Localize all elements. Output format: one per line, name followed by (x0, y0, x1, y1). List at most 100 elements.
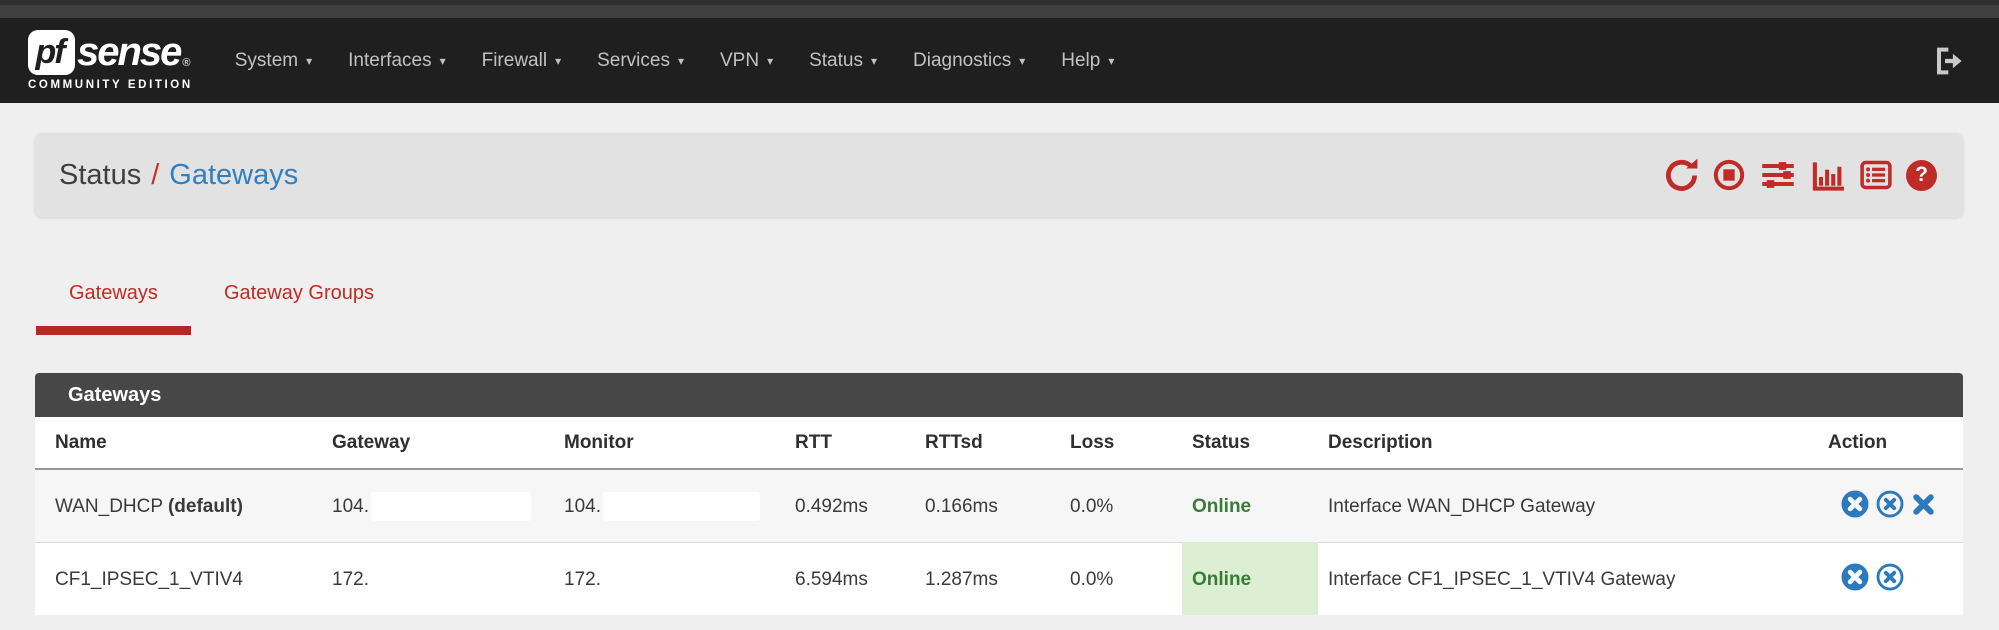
times-circle-solid-icon[interactable] (1840, 489, 1870, 519)
loss-cell: 0.0% (1060, 542, 1182, 615)
nav-item-firewall[interactable]: Firewall ▾ (482, 50, 561, 72)
main-menu: System ▾ Interfaces ▾ Firewall ▾ Services ▾ … (235, 50, 1115, 72)
refresh-button[interactable] (1664, 158, 1699, 193)
settings-button[interactable] (1759, 157, 1797, 193)
navbar-top-strip (0, 0, 1999, 5)
table-row: WAN_DHCP (default) 104. 104. 0.492ms 0.1… (35, 469, 1963, 543)
page-header-bar: Status / Gateways (35, 133, 1963, 217)
nav-item-label: Status (809, 49, 863, 71)
column-header-monitor: Monitor (554, 417, 785, 470)
pf-logo-text: pf (35, 33, 65, 71)
nav-item-vpn[interactable]: VPN ▾ (720, 50, 773, 72)
nav-item-label: Services (597, 49, 670, 71)
sign-out-icon (1937, 47, 1962, 74)
chevron-down-icon: ▾ (767, 53, 774, 68)
gateway-name-cell: CF1_IPSEC_1_VTIV4 (35, 542, 322, 615)
action-cell (1818, 469, 1963, 543)
monitor-address: 104. (564, 496, 601, 517)
chevron-down-icon: ▾ (677, 53, 684, 68)
chevron-down-icon: ▾ (306, 53, 313, 68)
nav-item-diagnostics[interactable]: Diagnostics ▾ (913, 50, 1025, 72)
tab-label: Gateways (69, 282, 158, 304)
breadcrumb-section: Status (59, 158, 142, 191)
pfsense-logo[interactable]: pf sense ® COMMUNITY EDITION (28, 30, 193, 91)
list-icon (1860, 160, 1892, 190)
help-button[interactable]: ? (1906, 159, 1937, 191)
rttsd-cell: 0.166ms (915, 469, 1060, 543)
action-icons (1840, 489, 1937, 519)
chevron-down-icon: ▾ (555, 53, 562, 68)
bar-chart-icon (1812, 161, 1845, 191)
nav-item-label: Help (1061, 49, 1101, 71)
nav-item-label: Firewall (481, 49, 548, 71)
page-toolbar: ? (1664, 157, 1937, 193)
gateway-address: 104. (332, 496, 369, 517)
nav-item-system[interactable]: System ▾ (235, 50, 312, 72)
nav-item-label: Diagnostics (913, 49, 1012, 71)
redacted-value (602, 492, 760, 521)
breadcrumb: Status / Gateways (59, 159, 298, 192)
times-circle-outline-icon[interactable] (1875, 562, 1905, 592)
redacted-value (370, 565, 531, 594)
times-circle-outline-icon[interactable] (1875, 489, 1905, 519)
rttsd-cell: 1.287ms (915, 542, 1060, 615)
monitoring-graphs-button[interactable] (1810, 158, 1846, 193)
gateway-address-cell: 104. (322, 469, 554, 543)
navbar-main: pf sense ® COMMUNITY EDITION System ▾ Int… (0, 18, 1999, 103)
breadcrumb-page[interactable]: Gateways (169, 158, 299, 191)
registered-mark: ® (182, 57, 191, 69)
sense-logo-text: sense (77, 30, 182, 74)
chevron-down-icon: ▾ (1019, 53, 1026, 68)
redacted-value (370, 492, 531, 521)
question-icon: ? (1915, 163, 1928, 186)
column-header-status: Status (1182, 417, 1318, 470)
stop-circle-icon (1713, 159, 1745, 191)
gateway-name: WAN_DHCP (55, 495, 163, 517)
tab-label: Gateway Groups (223, 282, 375, 304)
nav-item-status[interactable]: Status ▾ (809, 50, 877, 72)
tab-bar: Gateways Gateway Groups (36, 217, 1999, 335)
monitor-address-cell: 104. (554, 469, 785, 543)
pfsense-wordmark: pf sense ® (28, 30, 193, 75)
nav-item-label: System (234, 49, 299, 71)
tab-gateways[interactable]: Gateways (36, 281, 191, 335)
top-navbar: pf sense ® COMMUNITY EDITION System ▾ Int… (0, 0, 1999, 103)
times-circle-solid-icon[interactable] (1840, 562, 1870, 592)
gateway-name-cell: WAN_DHCP (default) (35, 469, 322, 543)
pf-logo-mark-icon: pf (28, 30, 75, 75)
redacted-value (602, 565, 760, 594)
loss-cell: 0.0% (1060, 469, 1182, 543)
sliders-icon (1762, 162, 1794, 188)
tab-gateway-groups[interactable]: Gateway Groups (191, 281, 407, 335)
action-icons (1840, 562, 1905, 592)
column-header-gateway: Gateway (322, 417, 554, 470)
nav-item-interfaces[interactable]: Interfaces ▾ (348, 50, 445, 72)
column-header-loss: Loss (1060, 417, 1182, 470)
status-badge: Online (1182, 542, 1318, 615)
navbar-sub-strip (0, 5, 1999, 18)
times-icon[interactable] (1910, 491, 1937, 518)
nav-item-label: Interfaces (348, 49, 432, 71)
action-cell (1818, 542, 1963, 615)
log-view-button[interactable] (1859, 158, 1893, 192)
monitor-address: 172. (564, 569, 601, 590)
nav-item-services[interactable]: Services ▾ (597, 50, 684, 72)
rtt-cell: 6.594ms (785, 542, 915, 615)
nav-item-label: VPN (719, 49, 760, 71)
stop-button[interactable] (1712, 158, 1746, 192)
panel-title: Gateways (35, 373, 1963, 417)
description-cell: Interface WAN_DHCP Gateway (1318, 469, 1818, 543)
chevron-down-icon: ▾ (870, 53, 877, 68)
nav-item-help[interactable]: Help ▾ (1061, 50, 1114, 72)
gateway-address-cell: 172. (322, 542, 554, 615)
column-header-rttsd: RTTsd (915, 417, 1060, 470)
column-header-action: Action (1818, 417, 1963, 470)
column-header-name: Name (35, 417, 322, 470)
table-header-row: Name Gateway Monitor RTT RTTsd Loss Stat… (35, 417, 1963, 470)
table-row: CF1_IPSEC_1_VTIV4 172. 172. 6.594ms 1.28… (35, 542, 1963, 615)
description-cell: Interface CF1_IPSEC_1_VTIV4 Gateway (1318, 542, 1818, 615)
default-gateway-flag: (default) (167, 495, 243, 517)
column-header-description: Description (1318, 417, 1818, 470)
refresh-icon (1666, 158, 1698, 191)
sign-out-button[interactable] (1931, 45, 1963, 77)
